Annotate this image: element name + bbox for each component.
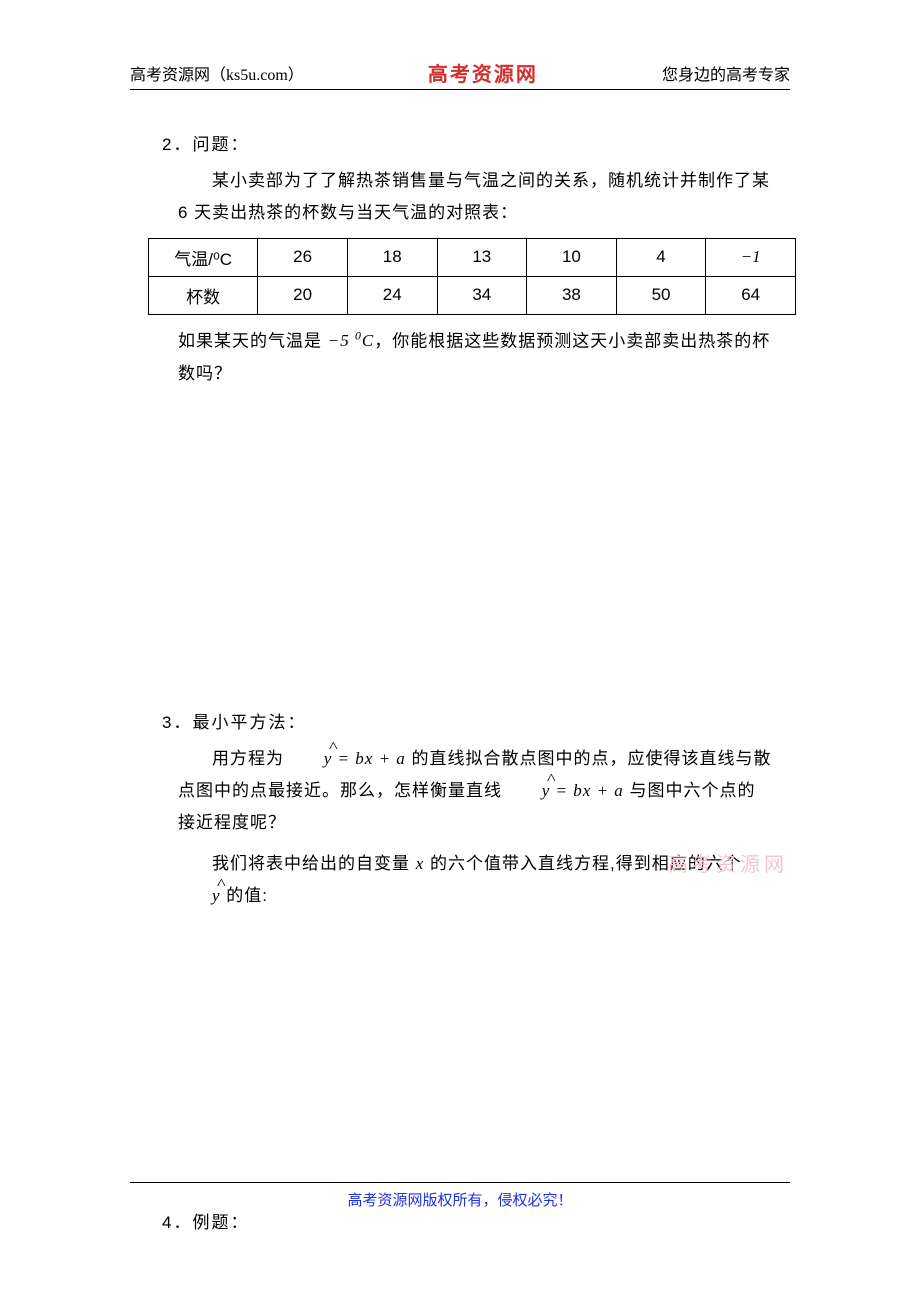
footer-copyright: 高考资源网版权所有，侵权必究！ (347, 1193, 572, 1209)
math-variable-yhat: y (178, 886, 221, 905)
table-cell: 20 (258, 276, 348, 314)
table-cell: 10 (527, 238, 617, 276)
header-brand: 高考资源网 (428, 58, 538, 87)
page-footer: 高考资源网版权所有，侵权必究！ (130, 1182, 790, 1210)
table-cell: 50 (616, 276, 706, 314)
cell-text: −1 (741, 247, 761, 266)
table-header-cell: 杯数 (149, 276, 258, 314)
section-4-title: 4．例题： (162, 1208, 790, 1233)
math-temp: −5 0C (328, 331, 375, 350)
header-tagline: 您身边的高考专家 (662, 61, 790, 85)
math-equation: y = bx + a (508, 781, 624, 800)
cell-text: 气温/⁰C (174, 250, 232, 269)
section-3-p1: 用方程为 y = bx + a 的直线拟合散点图中的点，应使得该直线与散点图中的… (178, 743, 772, 840)
blank-space (130, 920, 790, 1208)
table-row: 杯数 20 24 34 38 50 64 (149, 276, 796, 314)
table-cell: 4 (616, 238, 706, 276)
section-2-question: 如果某天的气温是 −5 0C，你能根据这些数据预测这天小卖部卖出热茶的杯数吗？ (178, 325, 772, 390)
math-equation: y = bx + a (290, 749, 406, 768)
table-cell: 64 (706, 276, 796, 314)
text-fragment: 的值: (221, 886, 268, 905)
section-3-title: 3．最小平方法： (162, 708, 790, 733)
table-cell: 38 (527, 276, 617, 314)
table-cell: −1 (706, 238, 796, 276)
table-cell: 26 (258, 238, 348, 276)
header-source: 高考资源网（ks5u.com） (130, 61, 304, 85)
table-cell: 18 (347, 238, 437, 276)
table-cell: 24 (347, 276, 437, 314)
math-variable-x: x (416, 854, 425, 873)
table-cell: 13 (437, 238, 527, 276)
temperature-table: 气温/⁰C 26 18 13 10 4 −1 杯数 20 24 34 38 50… (148, 238, 796, 315)
watermark-text: 高考资源网 (668, 848, 788, 877)
text-fragment: 用方程为 (212, 749, 290, 768)
page-header: 高考资源网（ks5u.com） 高考资源网 您身边的高考专家 (130, 56, 790, 90)
table-row: 气温/⁰C 26 18 13 10 4 −1 (149, 238, 796, 276)
blank-space (130, 398, 790, 708)
section-2-title: 2．问题： (162, 130, 790, 155)
text-fragment: 如果某天的气温是 (178, 331, 328, 350)
text-fragment: 我们将表中给出的自变量 (212, 854, 416, 873)
table-cell: 34 (437, 276, 527, 314)
table-header-cell: 气温/⁰C (149, 238, 258, 276)
section-2-intro: 某小卖部为了了解热茶销售量与气温之间的关系，随机统计并制作了某 6 天卖出热茶的… (178, 165, 772, 230)
